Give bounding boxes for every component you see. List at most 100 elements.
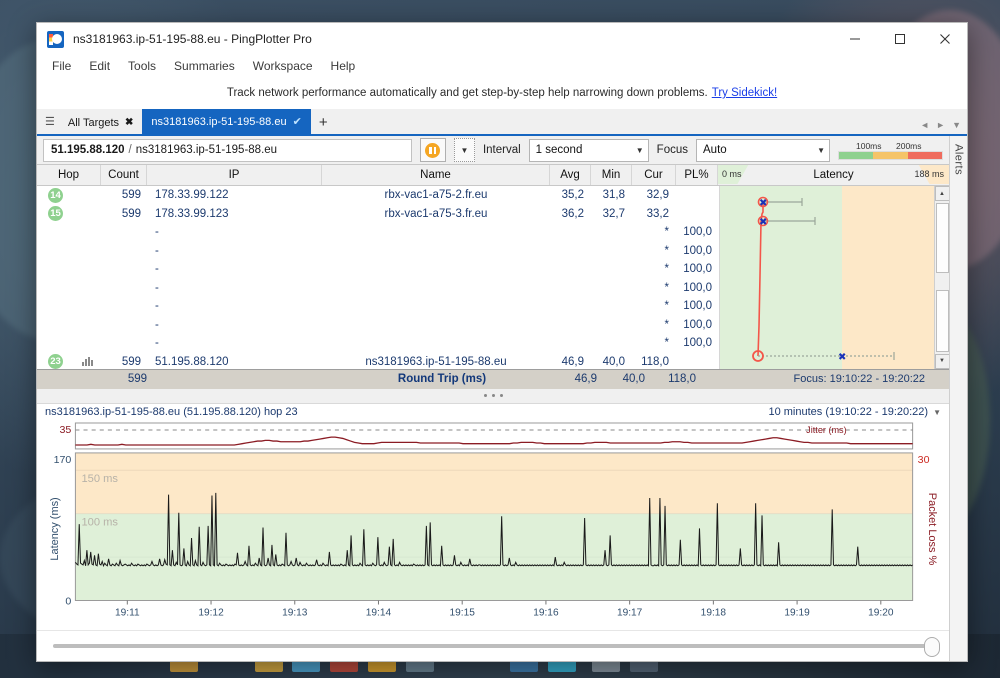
table-row[interactable]: - * 100,0 [37,242,719,261]
cell-name: rbx-vac1-a75-2.fr.eu [384,189,488,202]
column-header-min[interactable]: Min [591,165,632,185]
menu-workspace[interactable]: Workspace [252,59,313,73]
cell-count [101,316,147,335]
column-header-ip[interactable]: IP [147,165,322,185]
summary-focus-range: Focus: 19:10:22 - 19:20:22 [793,373,925,386]
interval-value: 1 second [535,144,583,156]
hop-badge-cell [37,260,74,279]
target-toolbar: 51.195.88.120 / ns3181963.ip-51-195-88.e… [37,136,949,165]
cell-cur: * [664,263,669,276]
try-sidekick-link[interactable]: Try Sidekick! [711,87,778,99]
slider-thumb[interactable] [924,637,940,657]
table-row[interactable]: - * 100,0 [37,297,719,316]
hop-badge-cell [37,334,74,353]
add-tab-button[interactable]: + [318,114,328,131]
tab-prev-icon[interactable]: ◄ [920,120,930,130]
cell-count [101,242,147,261]
scroll-down-icon[interactable]: ▼ [934,353,949,369]
table-row[interactable]: - * 100,0 [37,279,719,298]
cell-count: 599 [121,207,141,220]
pingplotter-window: ns3181963.ip-51-195-88.eu - PingPlotter … [36,22,968,662]
timeline-scroll-slider[interactable] [37,630,949,661]
hop-latency-graph[interactable]: ✖ ✖ ✖ [719,186,934,369]
tab-more-icon[interactable]: ▼ [952,120,961,130]
tab-target-ns3181963[interactable]: ns3181963.ip-51-195-88.eu ✔ [142,109,311,134]
cell-cur: 33,2 [646,207,669,220]
cell-min [591,297,632,316]
close-button[interactable] [922,23,967,55]
scroll-thumb-lower[interactable] [935,289,949,352]
cell-min: 32,7 [602,207,625,220]
hamburger-icon[interactable]: ☰ [45,116,55,128]
scroll-up-icon[interactable]: ▲ [934,186,949,201]
column-header-avg[interactable]: Avg [550,165,591,185]
column-header-cur[interactable]: Cur [632,165,676,185]
interval-label: Interval [482,144,521,156]
focus-value: Auto [703,144,727,156]
cell-avg [550,334,591,353]
table-row[interactable]: 15 599 178.33.99.123 rbx-vac1-a75-3.fr.eu 36… [37,205,719,224]
x-tick-label: 19:12 [198,607,224,618]
cell-name [322,316,550,335]
menu-help[interactable]: Help [330,59,356,73]
menu-summaries[interactable]: Summaries [174,59,235,73]
main-content: 51.195.88.120 / ns3181963.ip-51-195-88.e… [37,136,949,661]
menu-edit[interactable]: Edit [89,59,111,73]
target-field[interactable]: 51.195.88.120 / ns3181963.ip-51-195-88.e… [43,138,412,162]
cell-count [101,279,147,298]
cell-ip: - [155,226,159,239]
minimize-button[interactable] [832,23,877,55]
cell-name [322,260,550,279]
cell-cur: * [664,226,669,239]
hop-badge: 15 [48,206,63,222]
table-row[interactable]: - * 100,0 [37,223,719,242]
scroll-thumb[interactable] [935,203,949,273]
pause-button[interactable] [419,138,446,162]
check-icon: ✔ [292,116,302,128]
slider-track[interactable] [53,637,940,657]
jitter-legend-label: Jitter (ms) [806,425,846,435]
promo-banner: Track network performance automatically … [37,77,967,109]
focus-select[interactable]: Auto ▼ [696,138,830,162]
tab-all-targets[interactable]: All Targets ✖ [58,111,143,134]
column-header-pl[interactable]: PL% [676,165,718,185]
column-header-latency: 0 ms Latency 188 ms [718,165,949,185]
bar-chart-icon[interactable] [82,357,93,367]
panel-splitter[interactable] [37,388,949,404]
graph-range-select[interactable]: 10 minutes (19:10:22 - 19:20:22) ▼ [768,406,941,418]
cell-ip: 178.33.99.123 [155,207,229,220]
cell-packet-loss [676,186,718,205]
cell-min [591,334,632,353]
column-header-count[interactable]: Count [101,165,147,185]
maximize-button[interactable] [877,23,922,55]
cell-min [591,260,632,279]
hop-badge-cell: 15 [37,205,74,224]
table-row[interactable]: 23 599 51.195.88.120 ns3181963.ip-51-195-88… [37,353,719,369]
alerts-sidebar[interactable]: Alerts [949,136,967,661]
chart-watermark: 150 ms [81,473,118,485]
column-header-name[interactable]: Name [322,165,550,185]
timeline-chart[interactable]: 150 ms 100 ms Jitter (ms) 35 170 0 30 Latency (… [37,421,949,630]
x-tick-label: 19:19 [784,607,810,618]
cell-ip: - [155,300,159,313]
table-row[interactable]: 14 599 178.33.99.122 rbx-vac1-a75-2.fr.eu 35… [37,186,719,205]
cell-min [591,242,632,261]
table-scrollbar[interactable]: ▲ ▼ [934,186,949,369]
table-row[interactable]: - * 100,0 [37,260,719,279]
hop-badge-cell: 23 [37,353,74,369]
tab-next-icon[interactable]: ► [936,120,946,130]
close-icon[interactable]: ✖ [125,117,134,128]
trace-table-header: Hop Count IP Name Avg Min Cur PL% 0 ms L… [37,165,949,186]
interval-select[interactable]: 1 second ▼ [528,138,649,162]
tab-strip: ☰ All Targets ✖ ns3181963.ip-51-195-88.e… [37,109,967,136]
pause-dropdown-button[interactable]: ▼ [453,138,475,162]
menu-tools[interactable]: Tools [128,59,157,73]
column-header-hop[interactable]: Hop [37,165,101,185]
menu-file[interactable]: File [52,59,72,73]
x-tick-label: 19:14 [366,607,392,618]
table-row[interactable]: - * 100,0 [37,316,719,335]
window-title: ns3181963.ip-51-195-88.eu - PingPlotter … [73,32,312,46]
x-tick-label: 19:16 [533,607,559,618]
table-row[interactable]: - * 100,0 [37,334,719,353]
x-tick-label: 19:18 [701,607,727,618]
